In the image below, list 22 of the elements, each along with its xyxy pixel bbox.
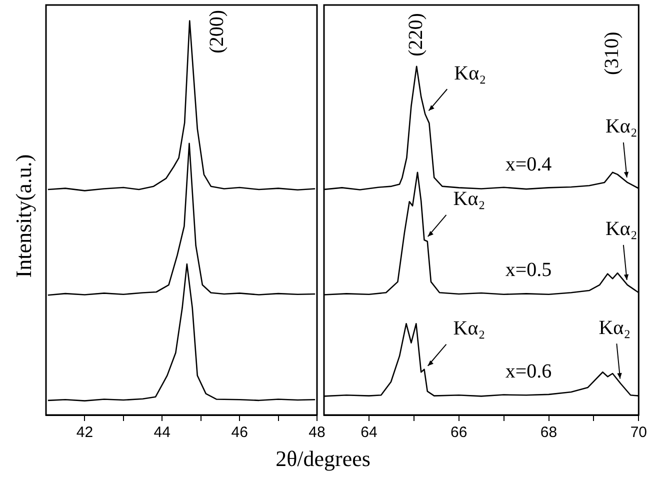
x-tick-label: 66 — [450, 424, 468, 442]
annotation: (200) — [206, 10, 228, 54]
x-tick-label: 44 — [154, 424, 170, 442]
text: (220) — [404, 13, 427, 56]
annotation: Kα₂ — [598, 316, 631, 339]
x-axis-title: 2θ/degrees — [276, 446, 370, 472]
x-tick-label: 46 — [231, 424, 248, 442]
series-label: x=0.4 — [505, 154, 552, 176]
x-tick-label: 70 — [630, 424, 647, 442]
x-tick-label: 64 — [360, 424, 378, 442]
series-label: x=0.5 — [505, 258, 552, 281]
annotation: Kα₂ — [454, 62, 486, 84]
annotation: Kα₂ — [605, 218, 638, 240]
x-tick-label: 68 — [540, 424, 558, 442]
annotation: Kα₂ — [453, 188, 486, 210]
annotation: (310) — [600, 32, 623, 75]
x-tick-label: 42 — [76, 424, 94, 442]
x-tick-label: 48 — [308, 424, 326, 442]
series-label: x=0.6 — [505, 360, 552, 382]
annotation: Kα₂ — [453, 318, 486, 340]
y-axis-title: Intensity(a.u.) — [11, 154, 37, 278]
annotation: Kα₂ — [605, 116, 638, 138]
